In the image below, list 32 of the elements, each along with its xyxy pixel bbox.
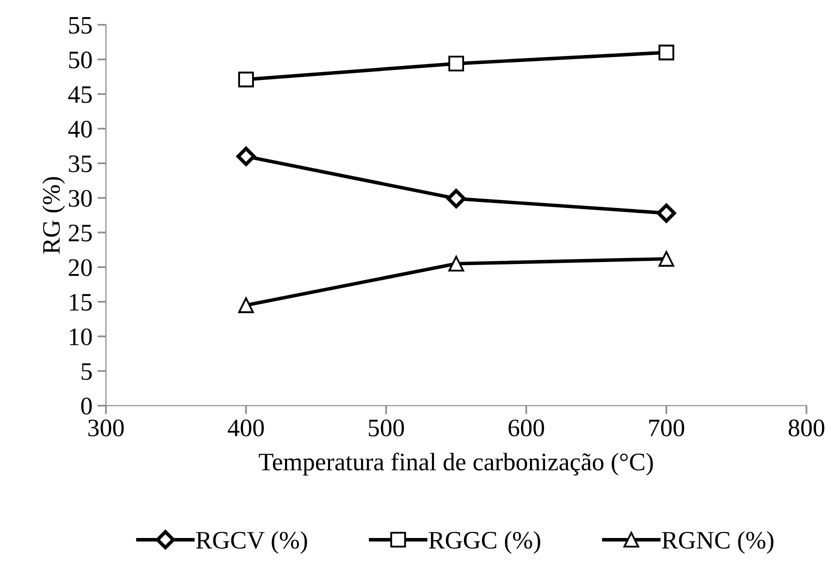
y-axis-title: RG (%) xyxy=(42,177,65,254)
x-tick-label: 500 xyxy=(368,420,404,436)
point xyxy=(448,256,464,272)
legend-label: RGCV (%) xyxy=(196,531,308,554)
y-tick-label: 10 xyxy=(70,328,92,346)
x-tick-label: 400 xyxy=(228,420,264,436)
x-axis-title: Temperatura final de carbonização (°C) xyxy=(258,452,653,476)
y-tick-label: 0 xyxy=(81,398,92,415)
y-tick-label: 5 xyxy=(82,363,92,380)
y-tick-label: 50 xyxy=(69,51,92,68)
point xyxy=(238,297,254,314)
y-tick-label: 35 xyxy=(68,155,92,172)
point xyxy=(658,44,674,60)
y-tick-label: 45 xyxy=(68,86,92,103)
point xyxy=(236,146,256,166)
y-tick-label: 40 xyxy=(68,120,92,138)
point xyxy=(656,204,676,223)
point xyxy=(658,250,674,267)
y-tick-label: 20 xyxy=(68,259,92,276)
point xyxy=(238,72,254,88)
x-tick-label: 600 xyxy=(508,420,544,436)
y-tick-label: 15 xyxy=(70,294,92,311)
y-tick-label: 25 xyxy=(68,224,92,242)
y-tick-label: 30 xyxy=(68,190,92,207)
y-tick-label: 55 xyxy=(69,17,92,34)
legend-label: RGGC (%) xyxy=(428,531,540,554)
x-tick-label: 700 xyxy=(649,420,684,436)
x-tick-label: 800 xyxy=(788,420,824,436)
point xyxy=(448,56,464,72)
legend-label: RGNC (%) xyxy=(662,531,774,554)
point xyxy=(446,189,466,208)
x-tick-label: 300 xyxy=(88,420,124,436)
